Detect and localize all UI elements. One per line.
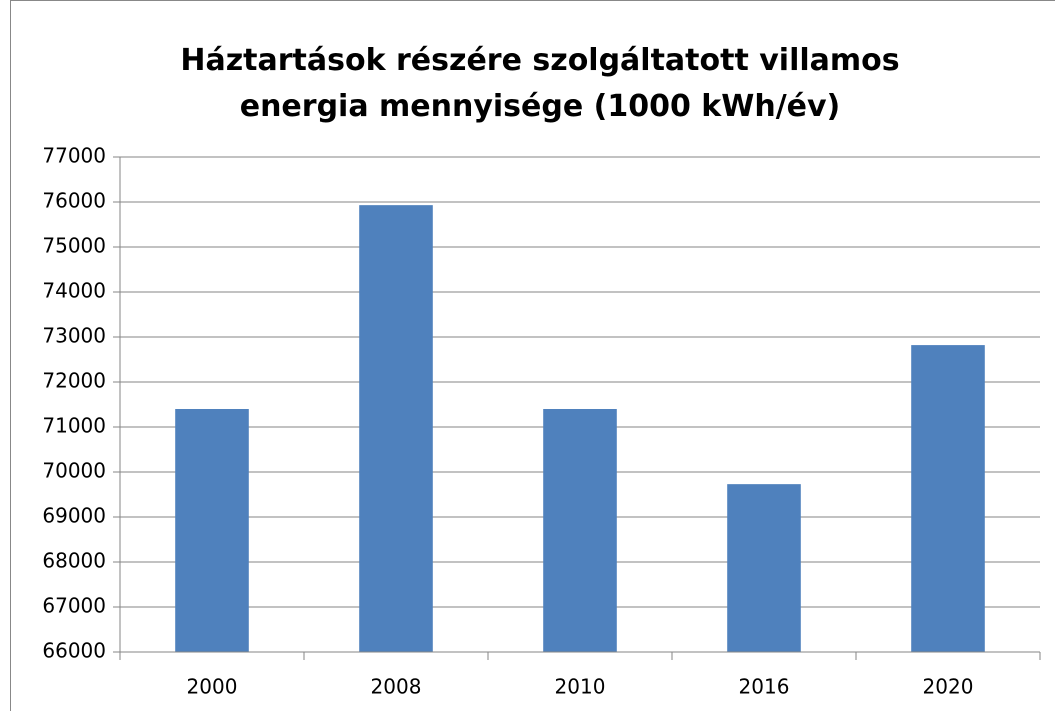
bar bbox=[359, 205, 433, 652]
y-tick-label: 72000 bbox=[42, 369, 106, 393]
bar bbox=[543, 409, 617, 652]
y-tick-label: 70000 bbox=[42, 459, 106, 483]
y-tick-label: 71000 bbox=[42, 414, 106, 438]
y-tick-label: 74000 bbox=[42, 279, 106, 303]
y-tick-label: 67000 bbox=[42, 594, 106, 618]
x-tick-label: 2010 bbox=[555, 675, 606, 699]
bar bbox=[175, 409, 249, 652]
y-tick-label: 66000 bbox=[42, 639, 106, 663]
x-tick-label: 2000 bbox=[187, 675, 238, 699]
chart-title: Háztartások részére szolgáltatott villam… bbox=[180, 43, 900, 124]
bar bbox=[911, 345, 985, 652]
y-tick-label: 75000 bbox=[42, 234, 106, 258]
bar bbox=[727, 484, 801, 652]
chart-border bbox=[10, 0, 1055, 711]
x-tick-label: 2016 bbox=[739, 675, 790, 699]
y-tick-label: 68000 bbox=[42, 549, 106, 573]
y-tick-label: 76000 bbox=[42, 189, 106, 213]
y-tick-label: 77000 bbox=[42, 144, 106, 168]
y-tick-label: 73000 bbox=[42, 324, 106, 348]
x-tick-label: 2020 bbox=[923, 675, 974, 699]
x-tick-label: 2008 bbox=[371, 675, 422, 699]
y-tick-label: 69000 bbox=[42, 504, 106, 528]
